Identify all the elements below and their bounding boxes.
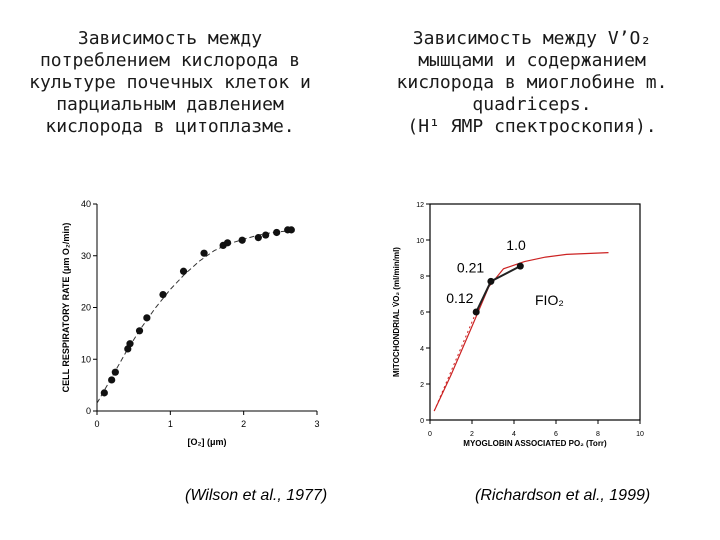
title-line: кислорода в миоглобине m. bbox=[396, 72, 668, 93]
right-chart: 0 2 4 6 8 10 0 2 4 6 8 10 12 MYOGLOBIN ASSOCIATED PO₂… bbox=[392, 202, 644, 448]
right-citation: (Richardson et al., 1999) bbox=[475, 487, 651, 504]
data-point bbox=[159, 290, 167, 299]
y-tick-label: 8 bbox=[420, 274, 424, 281]
x-tick-label: 3 bbox=[314, 419, 319, 429]
data-point bbox=[126, 340, 134, 348]
plot-frame bbox=[429, 203, 641, 421]
x-tick-label: 2 bbox=[241, 419, 246, 429]
data-point bbox=[100, 389, 108, 397]
data-label: 0.12 bbox=[446, 290, 473, 306]
title-line: потреблением кислорода в bbox=[39, 50, 301, 71]
y-tick-label: 40 bbox=[81, 199, 91, 209]
right-chart-title: Зависимость между V’O₂ мышцами и содержа… bbox=[362, 28, 702, 138]
x-axis-label: [O₂] (μm) bbox=[188, 437, 227, 447]
x-tick-label: 4 bbox=[512, 431, 516, 438]
data-point bbox=[111, 368, 119, 376]
y-tick-label: 4 bbox=[420, 346, 424, 353]
data-point bbox=[135, 327, 144, 335]
title-line: Зависимость между V’O₂ bbox=[412, 28, 652, 49]
y-tick-label: 10 bbox=[81, 354, 91, 364]
title-line: (H¹ ЯМР спектроскопия). bbox=[407, 116, 657, 137]
title-line: quadriceps. bbox=[472, 94, 592, 115]
data-point bbox=[238, 236, 246, 244]
y-tick-label: 0 bbox=[86, 406, 91, 416]
left-citation: (Wilson et al., 1977) bbox=[185, 487, 328, 504]
y-tick-label: 2 bbox=[420, 382, 424, 389]
x-tick-label: 6 bbox=[554, 431, 558, 438]
title-line: культуре почечных клеток и bbox=[29, 72, 311, 93]
title-line: Зависимость между bbox=[77, 28, 263, 49]
left-chart-title: Зависимость между потреблением кислорода… bbox=[0, 28, 340, 138]
x-axis-label: MYOGLOBIN ASSOCIATED PO₂ (Torr) bbox=[463, 439, 607, 448]
data-point bbox=[223, 239, 232, 247]
data-point bbox=[262, 231, 270, 239]
x-tick-label: 10 bbox=[636, 431, 644, 438]
data-point bbox=[108, 376, 116, 384]
data-point bbox=[487, 277, 495, 285]
annotation-fio2: FIO₂ bbox=[535, 292, 564, 308]
y-tick-label: 6 bbox=[420, 310, 424, 317]
data-point bbox=[472, 308, 480, 316]
data-point bbox=[287, 226, 295, 234]
x-tick-label: 0 bbox=[428, 431, 432, 438]
title-line: кислорода в цитоплазме. bbox=[45, 116, 295, 137]
data-point bbox=[179, 267, 188, 275]
data-point bbox=[273, 228, 281, 237]
x-tick-label: 2 bbox=[470, 431, 474, 438]
x-tick-label: 0 bbox=[94, 419, 99, 429]
data-label: 1.0 bbox=[506, 237, 526, 253]
y-tick-label: 20 bbox=[81, 303, 91, 313]
y-tick-label: 30 bbox=[81, 251, 91, 261]
y-tick-label: 10 bbox=[416, 238, 424, 245]
data-point bbox=[516, 262, 524, 270]
x-tick-label: 1 bbox=[168, 419, 173, 429]
series-line bbox=[433, 252, 609, 412]
title-line: мышцами и содержанием bbox=[418, 50, 646, 71]
y-tick-label: 12 bbox=[416, 202, 424, 209]
y-axis-label: MITOCHONDRIAL V̇O₂ (ml/min/ml) bbox=[392, 247, 401, 377]
fit-curve bbox=[96, 229, 296, 404]
data-point bbox=[254, 234, 262, 242]
y-tick-label: 0 bbox=[420, 418, 424, 425]
data-point bbox=[143, 314, 151, 322]
y-axis-label: CELL RESPIRATORY RATE (μm O₂/min) bbox=[61, 223, 71, 393]
data-label: 0.21 bbox=[457, 259, 484, 275]
x-tick-label: 8 bbox=[596, 431, 600, 438]
data-point bbox=[200, 249, 208, 257]
title-line: парциальным давлением bbox=[56, 94, 284, 115]
